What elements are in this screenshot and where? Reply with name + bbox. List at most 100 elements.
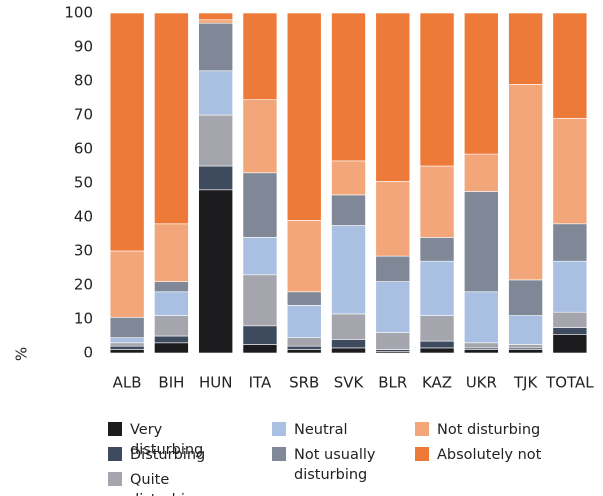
- bar-segment: [552, 118, 588, 225]
- x-tick-label: HUN: [199, 374, 232, 392]
- legend-label: Not disturbing: [437, 422, 541, 438]
- bar-segment: [419, 340, 455, 349]
- bar-segment: [419, 260, 455, 316]
- bar-segment: [552, 327, 588, 335]
- bar-segment: [464, 291, 499, 344]
- legend-swatch: [272, 422, 286, 436]
- bar-segment: [286, 345, 322, 350]
- bar-segment: [331, 313, 366, 340]
- bar-segment: [552, 311, 588, 328]
- bar-segment: [198, 70, 233, 116]
- bar-segment: [154, 342, 189, 354]
- bar-segment: [331, 160, 366, 196]
- x-tick-label: SVK: [334, 374, 365, 392]
- legend-item: Not disturbing: [415, 420, 547, 440]
- bar-segment: [198, 114, 233, 167]
- bar-segment: [375, 255, 411, 282]
- y-tick-label: 30: [74, 242, 93, 260]
- bar-segment: [109, 349, 145, 354]
- bar-segment: [375, 12, 411, 182]
- legend-swatch: [415, 422, 429, 436]
- bar-segment: [552, 333, 588, 354]
- bar-segment: [286, 349, 322, 354]
- legend-item: Very disturbing: [108, 420, 240, 460]
- legend-swatch: [108, 447, 122, 461]
- bar-segment: [154, 315, 189, 337]
- bar-segment: [109, 250, 145, 318]
- bar-segment: [331, 339, 366, 349]
- y-tick-label: 10: [74, 310, 93, 328]
- bar-segment: [154, 281, 189, 293]
- bar-segment: [375, 181, 411, 257]
- x-tick-label: BIH: [158, 374, 184, 392]
- bar-segment: [375, 332, 411, 350]
- bar-segment: [198, 189, 233, 354]
- bar-segment: [154, 223, 189, 282]
- legend-label: Not usually disturbing: [294, 447, 376, 483]
- legend-label: Disturbing: [130, 447, 206, 463]
- y-tick-label: 50: [74, 174, 93, 192]
- x-tick-label: ALB: [113, 374, 142, 392]
- bar-segment: [419, 237, 455, 262]
- legend-swatch: [108, 472, 122, 486]
- legend-label: Absolutely not: [437, 447, 542, 463]
- bar-segment: [109, 12, 145, 252]
- bar-segment: [286, 337, 322, 347]
- bar-segment: [464, 191, 499, 293]
- legend-label: Very disturbing: [130, 422, 204, 458]
- x-tick-label: SRB: [289, 374, 319, 392]
- bar-segment: [286, 305, 322, 338]
- legend-item: Not usually disturbing: [272, 445, 404, 485]
- legend-item: Disturbing: [108, 445, 240, 465]
- bar-segment: [508, 279, 543, 316]
- x-tick-label: ITA: [249, 374, 272, 392]
- bar-segment: [242, 12, 278, 100]
- bar-segment: [419, 315, 455, 342]
- bar-segment: [242, 344, 278, 354]
- x-tick-label: KAZ: [422, 374, 452, 392]
- y-tick-label: 20: [74, 276, 93, 294]
- bar-segment: [109, 337, 145, 344]
- bar-segment: [508, 84, 543, 281]
- bar-segment: [198, 19, 233, 24]
- bar-segment: [508, 349, 543, 354]
- y-tick-label: 60: [74, 140, 93, 158]
- bar-segment: [109, 345, 145, 350]
- bar-segment: [464, 12, 499, 155]
- x-tick-label: BLR: [378, 374, 407, 392]
- bar-segment: [242, 325, 278, 345]
- bar-segment: [464, 349, 499, 354]
- bar-segment: [552, 223, 588, 262]
- bar-segment: [154, 291, 189, 316]
- bar-segment: [242, 237, 278, 276]
- x-tick-label: TJK: [513, 374, 539, 392]
- bar-segment: [419, 347, 455, 354]
- legend-item: Absolutely not: [415, 445, 547, 465]
- bar-segment: [375, 281, 411, 333]
- bar-segment: [242, 274, 278, 327]
- bar-segment: [331, 347, 366, 354]
- bar-segment: [242, 99, 278, 174]
- bar-segment: [419, 12, 455, 167]
- legend-swatch: [272, 447, 286, 461]
- y-tick-label: 90: [74, 38, 93, 56]
- y-tick-label: 70: [74, 106, 93, 124]
- bar-segment: [286, 12, 322, 221]
- bar-segment: [508, 315, 543, 345]
- y-axis-label: %: [13, 347, 31, 361]
- bar-segment: [331, 12, 366, 162]
- bar-segment: [552, 12, 588, 119]
- legend-swatch: [108, 422, 122, 436]
- bar-segment: [198, 12, 233, 21]
- bar-segment: [552, 260, 588, 313]
- bar-segment: [109, 342, 145, 347]
- chart: % 0 10 20 30 40 50 60 70 80 90 100 ALB BIH HUN ITA SRB S…: [13, 4, 595, 392]
- bar-segment: [198, 22, 233, 72]
- y-tick-label: 40: [74, 208, 93, 226]
- y-tick-label: 100: [64, 4, 93, 22]
- bar-segment: [286, 220, 322, 293]
- bar-segment: [109, 316, 145, 338]
- bar-segment: [331, 225, 366, 315]
- bar-segment: [419, 165, 455, 238]
